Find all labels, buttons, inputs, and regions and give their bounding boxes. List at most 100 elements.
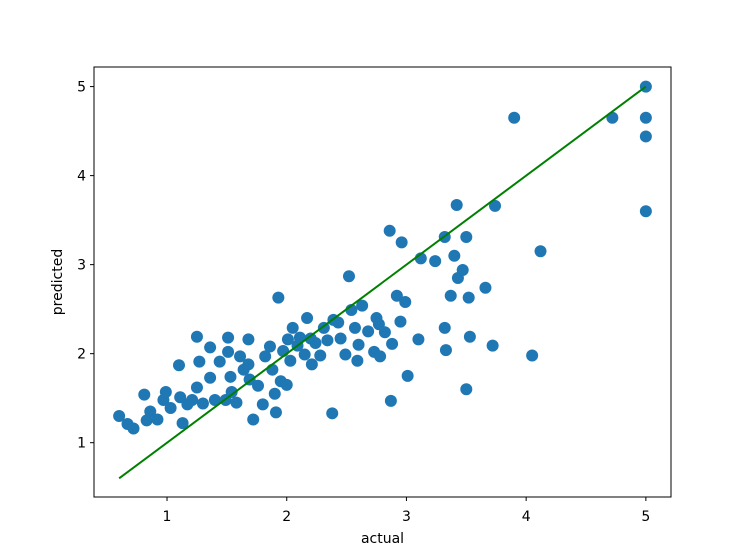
point bbox=[280, 378, 293, 391]
point bbox=[127, 422, 140, 435]
point bbox=[438, 321, 451, 334]
point bbox=[252, 379, 265, 392]
point bbox=[534, 245, 547, 258]
point bbox=[348, 321, 361, 334]
point bbox=[284, 354, 297, 367]
x-axis-label: actual bbox=[361, 531, 404, 547]
point bbox=[222, 331, 235, 344]
point bbox=[399, 296, 412, 309]
point bbox=[242, 333, 255, 346]
point bbox=[247, 413, 260, 426]
point bbox=[196, 397, 209, 410]
point bbox=[639, 205, 652, 218]
point bbox=[460, 231, 473, 244]
point bbox=[394, 315, 407, 328]
point bbox=[356, 299, 369, 312]
point bbox=[193, 355, 206, 368]
point bbox=[225, 385, 238, 398]
point bbox=[256, 398, 269, 411]
point bbox=[190, 330, 203, 343]
point bbox=[272, 291, 285, 304]
point bbox=[639, 111, 652, 124]
point bbox=[342, 270, 355, 283]
point bbox=[450, 198, 463, 211]
point bbox=[384, 394, 397, 407]
point bbox=[378, 326, 391, 339]
point bbox=[190, 381, 203, 394]
point bbox=[234, 350, 247, 363]
point bbox=[429, 255, 442, 268]
point bbox=[176, 417, 189, 430]
point bbox=[305, 358, 318, 371]
point bbox=[383, 224, 396, 237]
y-tick-label: 1 bbox=[77, 436, 86, 452]
point bbox=[390, 289, 403, 302]
x-tick-label: 2 bbox=[282, 509, 291, 525]
point bbox=[159, 385, 172, 398]
point bbox=[439, 344, 452, 357]
point bbox=[489, 199, 502, 212]
point bbox=[286, 321, 299, 334]
x-tick-label: 4 bbox=[522, 509, 531, 525]
point bbox=[456, 263, 469, 276]
y-tick-label: 5 bbox=[77, 80, 86, 96]
point bbox=[301, 312, 314, 325]
point bbox=[463, 330, 476, 343]
plot-frame bbox=[93, 66, 672, 498]
y-tick-label: 2 bbox=[77, 347, 86, 363]
point bbox=[462, 291, 475, 304]
point bbox=[386, 337, 399, 350]
x-tick-label: 1 bbox=[163, 509, 172, 525]
point bbox=[138, 388, 151, 401]
point bbox=[224, 370, 237, 383]
point bbox=[151, 413, 164, 426]
point bbox=[401, 369, 414, 382]
point bbox=[448, 249, 461, 262]
point bbox=[263, 340, 276, 353]
y-axis-label: predicted bbox=[50, 249, 66, 315]
point bbox=[314, 349, 327, 362]
point bbox=[242, 358, 255, 371]
point bbox=[352, 338, 365, 351]
point bbox=[351, 354, 364, 367]
point bbox=[230, 396, 243, 409]
point bbox=[172, 359, 185, 372]
point bbox=[269, 406, 282, 419]
point bbox=[213, 355, 226, 368]
point bbox=[268, 387, 281, 400]
point bbox=[164, 401, 177, 414]
point bbox=[639, 130, 652, 143]
point bbox=[395, 236, 408, 249]
point bbox=[321, 334, 334, 347]
point bbox=[186, 393, 199, 406]
point bbox=[332, 316, 345, 329]
x-tick-label: 5 bbox=[641, 509, 650, 525]
y-tick-label: 3 bbox=[77, 258, 86, 274]
point bbox=[362, 325, 375, 338]
point bbox=[259, 350, 272, 363]
point bbox=[144, 405, 157, 418]
point bbox=[479, 281, 492, 294]
line bbox=[118, 85, 647, 480]
point bbox=[412, 333, 425, 346]
point bbox=[486, 339, 499, 352]
point bbox=[204, 341, 217, 354]
point bbox=[204, 371, 217, 384]
point bbox=[444, 289, 457, 302]
point bbox=[460, 383, 473, 396]
point bbox=[508, 111, 521, 124]
point bbox=[526, 349, 539, 362]
point bbox=[222, 345, 235, 358]
x-tick-label: 3 bbox=[402, 509, 411, 525]
point bbox=[281, 333, 294, 346]
point bbox=[309, 336, 322, 349]
point bbox=[334, 332, 347, 345]
point bbox=[374, 350, 387, 363]
y-tick-label: 4 bbox=[77, 169, 86, 185]
point bbox=[298, 348, 311, 361]
point bbox=[113, 409, 126, 422]
point bbox=[339, 348, 352, 361]
point bbox=[208, 393, 221, 406]
point bbox=[326, 407, 339, 420]
